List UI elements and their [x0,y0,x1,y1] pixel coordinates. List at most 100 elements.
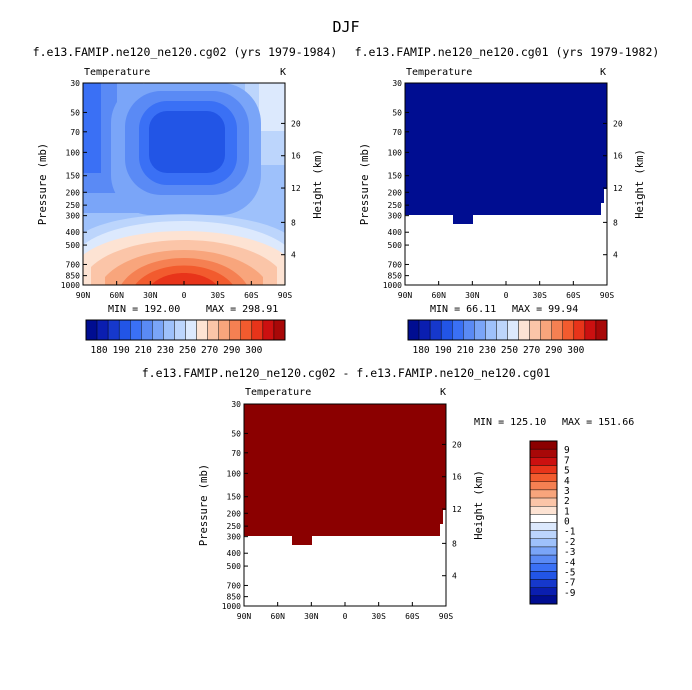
pressure-tick-label: 70 [231,449,241,458]
latitude-tick-label: 60N [270,612,285,621]
colorbar-label: 0 [564,517,570,528]
pressure-tick-label: 250 [388,201,403,210]
panel-2-title: f.e13.FAMIP.ne120_ne120.cg01 (yrs 1979-1… [355,45,660,59]
colorbar-label: 250 [501,345,518,356]
colorbar-swatch [529,473,558,482]
pressure-tick-label: 70 [392,128,402,137]
height-tick-label: 16 [452,473,462,482]
pressure-tick-label: 1000 [222,602,241,611]
panel-3-axes: 305070100150200250300400500700850100090N… [222,400,462,621]
colorbar-label: 300 [245,345,262,356]
latitude-tick-label: 90S [439,612,454,621]
pressure-tick-label: 700 [388,260,403,269]
height-tick-label: 16 [291,152,301,161]
colorbar-swatch [529,522,558,531]
latitude-tick-label: 0 [182,291,187,300]
contour-band [151,273,217,285]
panel-3-variable: Temperature [245,387,311,398]
latitude-tick-label: 90N [76,291,91,300]
colorbar-swatch [518,319,530,341]
panel-1-title: f.e13.FAMIP.ne120_ne120.cg02 (yrs 1979-1… [33,45,338,59]
colorbar-frame [407,319,608,341]
colorbar-swatch [529,579,558,588]
colorbar-swatch [163,319,175,341]
panel-2-variable: Temperature [406,67,472,78]
height-tick-label: 12 [452,505,462,514]
pressure-tick-label: 100 [227,469,242,478]
colorbar-swatch [529,448,558,458]
pressure-tick-label: 150 [388,172,403,181]
colorbar-label: 5 [564,466,570,477]
pressure-tick-label: 850 [66,272,81,281]
pressure-tick-label: 700 [66,260,81,269]
pressure-tick-label: 400 [66,228,81,237]
latitude-tick-label: 30N [465,291,480,300]
panel-1-ylabel-right: Height (km) [312,149,324,219]
pressure-tick-label: 500 [388,241,403,250]
panel-3: f.e13.FAMIP.ne120_ne120.cg02 - f.e13.FAM… [142,366,635,621]
colorbar-swatch [418,319,431,341]
colorbar-label: 300 [567,345,584,356]
colorbar-frame [529,440,558,605]
latitude-tick-label: 90N [237,612,252,621]
pressure-tick-label: 150 [227,493,242,502]
contour-band [259,83,285,131]
pressure-tick-label: 1000 [61,281,80,290]
latitude-tick-label: 90N [398,291,413,300]
colorbar-label: 230 [479,345,496,356]
panel-3-title: f.e13.FAMIP.ne120_ne120.cg02 - f.e13.FAM… [142,366,551,380]
colorbar-swatch [529,489,558,499]
colorbar-swatch [529,554,558,564]
colorbar-swatch [529,563,558,572]
panel-3-plot [244,404,446,606]
height-tick-label: 4 [613,251,618,260]
height-tick-label: 20 [613,119,623,128]
height-tick-label: 16 [613,152,623,161]
colorbar-swatch [218,319,230,341]
latitude-tick-label: 0 [504,291,509,300]
colorbar-swatch [529,546,558,556]
colorbar-swatch [130,319,142,341]
panel-3-min-label: MIN = 125.10 [474,417,546,428]
height-tick-label: 8 [291,218,296,227]
pressure-tick-label: 250 [227,522,242,531]
colorbar-label: -1 [564,527,576,538]
colorbar-swatch [152,319,164,341]
latitude-tick-label: 90S [600,291,615,300]
pressure-tick-label: 500 [66,241,81,250]
height-tick-label: 12 [291,184,301,193]
colorbar-label: 230 [157,345,174,356]
colorbar-swatch [529,457,558,466]
latitude-tick-label: 30S [210,291,225,300]
colorbar-label: 4 [564,476,570,487]
colorbar-swatch [452,319,464,341]
panel-2-max-label: MAX = 99.94 [512,304,578,315]
colorbar-swatch [529,587,558,597]
colorbar-swatch [174,319,186,341]
pressure-tick-label: 400 [388,228,403,237]
colorbar-swatch [107,319,120,341]
colorbar-label: -9 [564,588,576,599]
colorbar-label: 270 [201,345,218,356]
latitude-tick-label: 30S [532,291,547,300]
colorbar-swatch [529,595,558,605]
panel-1-axes: 305070100150200250300400500700850100090N… [61,79,301,300]
pressure-tick-label: 200 [388,188,403,197]
pressure-tick-label: 100 [66,148,81,157]
panel-2-axes: 305070100150200250300400500700850100090N… [383,79,623,300]
height-tick-label: 20 [291,119,301,128]
pressure-tick-label: 700 [227,581,242,590]
colorbar-swatch [240,319,253,341]
pressure-tick-label: 300 [227,533,242,542]
colorbar-swatch [485,319,497,341]
colorbar-swatch [251,319,264,341]
colorbar-frame [85,319,286,341]
height-tick-label: 8 [613,218,618,227]
height-tick-label: 4 [452,572,457,581]
colorbar-label: 190 [113,345,130,356]
colorbar-swatch [529,530,558,540]
panel-3-ylabel-right: Height (km) [473,470,485,540]
colorbar-label: 190 [435,345,452,356]
